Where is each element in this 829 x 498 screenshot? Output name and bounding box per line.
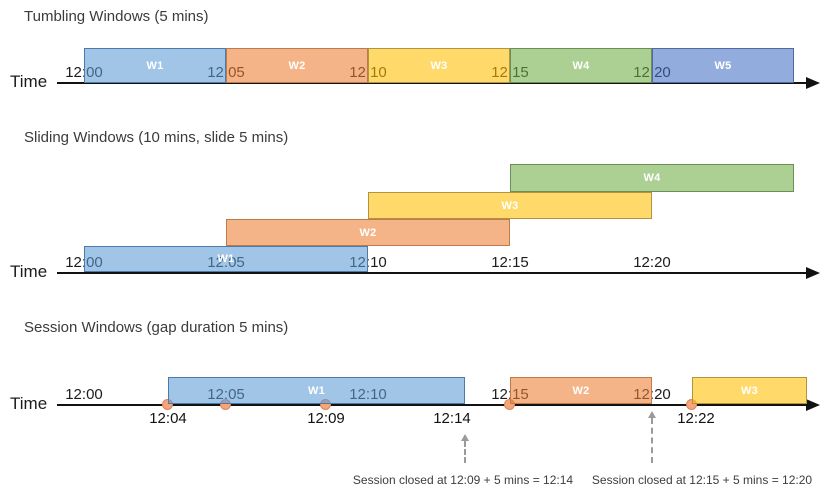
sliding-timeline-arrowhead-icon	[806, 267, 820, 279]
window-label: W4	[572, 59, 590, 72]
tumbling-timeline-axis	[57, 82, 807, 84]
dashed-line	[651, 418, 653, 463]
window-label: W5	[714, 59, 732, 72]
window-label: W1	[146, 59, 164, 72]
sliding-section-title: Sliding Windows (10 mins, slide 5 mins)	[24, 129, 289, 146]
tumbling-window-w5: W5	[652, 48, 794, 83]
tumbling-timeline-arrowhead-icon	[806, 77, 820, 89]
event-time-1204: 12:04	[149, 410, 187, 427]
window-label: W3	[740, 384, 759, 397]
window-label: W2	[359, 226, 377, 239]
close-time-1214: 12:14	[433, 410, 471, 427]
sliding-timeline-axis	[57, 272, 807, 274]
tumbling-window-w2: W2	[226, 48, 368, 83]
event-time-1209: 12:09	[307, 410, 345, 427]
window-label: W4	[643, 172, 661, 184]
session-window-w3: W3	[692, 377, 807, 404]
dashed-line	[464, 441, 466, 463]
window-label: W3	[430, 59, 448, 72]
event-dot-1222	[686, 399, 697, 410]
tumbling-time-axis-label: Time	[10, 72, 48, 91]
window-label: W2	[572, 384, 590, 397]
session-section-title: Session Windows (gap duration 5 mins)	[24, 319, 289, 336]
window-label: W2	[288, 59, 306, 72]
window-label: W1	[217, 253, 235, 265]
session-close-annotation-1: Session closed at 12:09 + 5 mins = 12:14	[352, 473, 574, 487]
session-tick-1200: 12:00	[65, 386, 103, 403]
session-close-annotation-2: Session closed at 12:15 + 5 mins = 12:20	[591, 473, 813, 487]
dashed-up-arrow-left	[460, 434, 469, 463]
tumbling-window-w3: W3	[368, 48, 510, 83]
session-timeline-axis	[57, 404, 807, 406]
sliding-time-axis-label: Time	[10, 262, 48, 281]
sliding-window-w1: W1	[84, 246, 368, 272]
event-dot-1215	[504, 399, 515, 410]
session-time-axis-label: Time	[10, 394, 48, 413]
tumbling-window-w1: W1	[84, 48, 226, 83]
sliding-tick-1220: 12:20	[633, 254, 671, 271]
sliding-tick-1215: 12:15	[491, 254, 529, 271]
tumbling-window-w4: W4	[510, 48, 652, 83]
sliding-window-w3: W3	[368, 192, 652, 219]
session-window-w1: W1	[168, 377, 465, 404]
tumbling-section-title: Tumbling Windows (5 mins)	[24, 8, 209, 25]
session-window-w2: W2	[510, 377, 652, 404]
event-dot-1204	[162, 399, 173, 410]
window-label: W1	[307, 384, 326, 397]
arrowhead-up-icon	[648, 411, 656, 418]
session-timeline-arrowhead-icon	[806, 399, 820, 411]
event-time-1222: 12:22	[677, 410, 715, 427]
arrowhead-up-icon	[461, 434, 469, 441]
sliding-window-w2: W2	[226, 219, 510, 246]
dashed-up-arrow-right	[647, 411, 656, 463]
sliding-window-w4: W4	[510, 164, 794, 192]
window-label: W3	[501, 199, 519, 212]
